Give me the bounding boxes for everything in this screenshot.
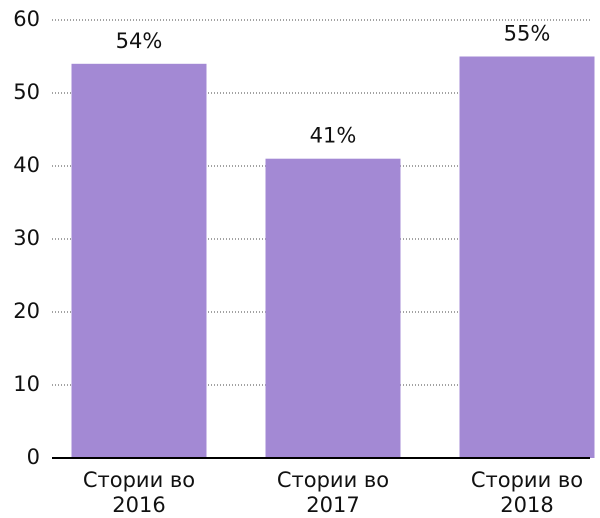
x-tick-label: Стории во 2017 [276, 468, 390, 517]
y-tick-label: 30 [13, 226, 40, 250]
y-tick-label: 20 [13, 299, 40, 323]
bar [71, 63, 207, 459]
x-tick-label: Стории во 2018 [470, 468, 584, 517]
y-tick-label: 40 [13, 153, 40, 177]
value-label: 41% [310, 124, 357, 148]
y-tick-label: 60 [13, 7, 40, 31]
y-tick-label: 0 [27, 445, 40, 469]
value-label: 54% [116, 29, 163, 53]
bar [265, 158, 401, 458]
x-tick-label: Стории во 2016 [82, 468, 196, 517]
y-tick-label: 50 [13, 80, 40, 104]
bar [459, 56, 595, 458]
y-tick-label: 10 [13, 372, 40, 396]
value-label: 55% [504, 22, 551, 46]
